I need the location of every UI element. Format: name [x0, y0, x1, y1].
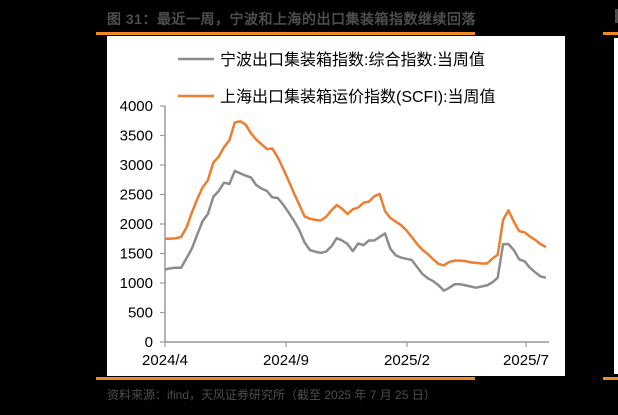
y-tick-label: 1000 [120, 275, 153, 292]
legend-label-ningbo: 宁波出口集装箱指数:综合指数:当周值 [220, 51, 485, 69]
y-tick-label: 2000 [120, 216, 153, 233]
legend-label-scfi: 上海出口集装箱运价指数(SCFI):当周值 [220, 88, 496, 106]
x-tick-label: 2025/2 [384, 352, 430, 369]
y-tick-label: 4000 [120, 98, 153, 115]
axes: 0 500 1000 1500 2000 2500 3000 3500 4000 2024/4 20… [120, 98, 549, 369]
adjacent-bottom-rule [603, 377, 618, 380]
x-tick-label: 2024/9 [263, 352, 309, 369]
ningbo-index-line [164, 169, 547, 292]
y-tick-label: 0 [145, 334, 153, 351]
y-tick-label: 3000 [120, 157, 153, 174]
adjacent-top-rule [603, 32, 618, 35]
legend: 宁波出口集装箱指数:综合指数:当周值 上海出口集装箱运价指数(SCFI):当周值 [178, 51, 496, 106]
y-tick-label: 500 [128, 305, 153, 322]
x-tick-label: 2024/4 [142, 352, 188, 369]
bottom-rule [96, 377, 475, 380]
source-note: 资料来源：ifind，天风证券研究所（截至 2025 年 7 月 25 日） [107, 388, 436, 402]
top-rule [96, 32, 475, 35]
figure-title: 图 31：最近一周，宁波和上海的出口集装箱指数继续回落 [107, 11, 476, 27]
adjacent-figure-title-fragment [615, 9, 618, 23]
x-tick-label: 2025/7 [503, 352, 549, 369]
scfi-index-line [165, 120, 547, 267]
y-tick-label: 1500 [120, 246, 153, 263]
series-lines [164, 120, 547, 292]
y-tick-label: 2500 [120, 187, 153, 204]
adjacent-chart-panel [614, 38, 618, 374]
y-tick-label: 3500 [120, 128, 153, 145]
